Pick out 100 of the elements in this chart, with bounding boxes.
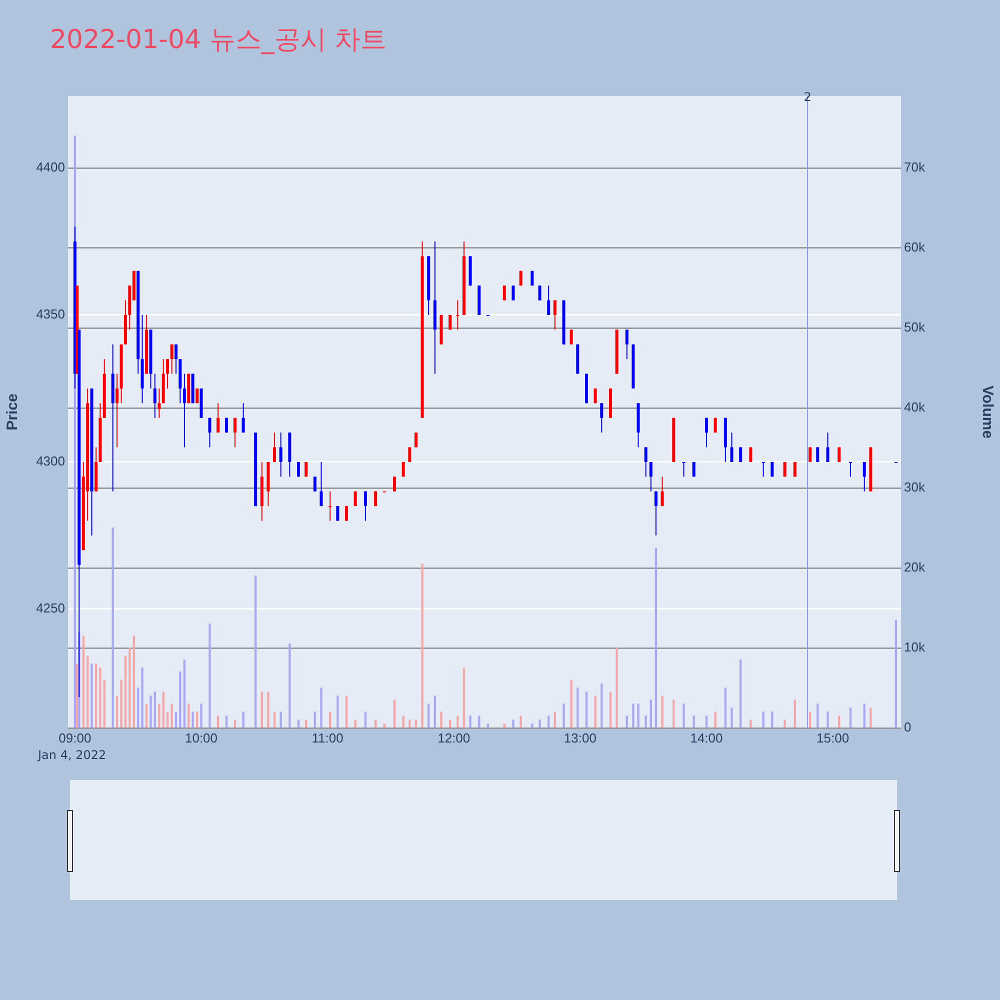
bar: [90, 664, 93, 728]
bar: [166, 712, 169, 728]
y-tick-label: 4350: [36, 306, 65, 322]
bar: [141, 668, 144, 728]
bar: [644, 716, 647, 728]
x-tick-label: 11:00: [312, 730, 344, 746]
bar: [297, 720, 300, 728]
bar: [750, 720, 752, 728]
bar: [826, 712, 829, 728]
bar: [200, 704, 202, 728]
bar: [208, 624, 211, 728]
y2-tick-label: 20k: [904, 560, 926, 575]
bar: [740, 660, 742, 728]
bar: [314, 712, 316, 728]
bar: [374, 720, 377, 728]
bar: [120, 680, 122, 728]
bar: [600, 684, 603, 728]
bar: [82, 636, 84, 728]
bar: [170, 704, 173, 728]
bar: [449, 720, 452, 728]
bar: [225, 716, 228, 728]
bar: [808, 712, 812, 728]
bar: [162, 692, 164, 728]
y-tick-label: 4250: [36, 600, 65, 616]
bar: [730, 708, 733, 728]
bar: [503, 724, 506, 728]
bar: [103, 680, 106, 728]
bar: [762, 712, 764, 728]
y-tick-label: 4400: [36, 160, 65, 175]
bar: [562, 704, 565, 728]
bar: [94, 664, 98, 728]
bar: [784, 720, 786, 728]
bar: [682, 704, 685, 728]
bar: [254, 576, 257, 728]
bar: [393, 700, 396, 728]
bar: [329, 712, 332, 728]
bar: [414, 720, 418, 728]
text: Jan 4, 2022: [37, 748, 106, 762]
y-axis-title: Price: [4, 394, 22, 430]
bar: [112, 528, 114, 728]
bar: [816, 704, 819, 728]
bar: [260, 692, 263, 728]
bar: [469, 716, 472, 728]
bar: [870, 708, 872, 728]
bar: [99, 668, 102, 728]
bar: [456, 716, 459, 728]
bar: [486, 724, 490, 728]
bar: [661, 696, 664, 728]
bar: [771, 712, 774, 728]
bar: [594, 696, 596, 728]
bar: [894, 620, 898, 728]
bar: [705, 716, 708, 728]
bar: [512, 720, 514, 728]
bar: [531, 724, 534, 728]
y2-tick-label: 40k: [904, 400, 926, 415]
bar: [609, 692, 612, 728]
bar: [174, 712, 178, 728]
bar: [849, 708, 852, 728]
y2-axis-title: Volume: [978, 385, 996, 439]
bar: [364, 712, 367, 728]
bar: [478, 716, 480, 728]
bar: [585, 692, 588, 728]
bar: [234, 720, 236, 728]
x-tick-label: 13:00: [564, 730, 596, 746]
bar: [267, 692, 270, 728]
bar: [354, 720, 356, 728]
bar: [576, 688, 579, 728]
bar: [462, 668, 466, 728]
bar: [794, 700, 796, 728]
y2-tick-label: 30k: [904, 480, 926, 495]
bar: [863, 704, 866, 728]
x-tick-label: 14:00: [690, 730, 723, 746]
bar: [154, 692, 156, 728]
x-tick-label: 15:00: [816, 730, 850, 746]
bar: [150, 696, 152, 728]
bar: [128, 648, 131, 728]
bar: [145, 704, 148, 728]
bar: [408, 720, 411, 728]
x-tick-label: 12:00: [438, 730, 470, 746]
bar: [554, 712, 556, 728]
bar: [273, 712, 276, 728]
bar: [672, 700, 675, 728]
bar: [402, 716, 404, 728]
bar: [626, 716, 628, 728]
y2-tick-label: 50k: [904, 320, 926, 335]
bar: [86, 656, 89, 728]
bar: [132, 636, 136, 728]
bar: [724, 688, 727, 728]
bar: [714, 712, 716, 728]
bar: [320, 688, 322, 728]
bar: [305, 720, 308, 728]
bar: [434, 696, 436, 728]
bar: [520, 716, 522, 728]
bar: [76, 664, 78, 728]
bar: [216, 716, 220, 728]
bar: [538, 720, 541, 728]
bar: [158, 704, 160, 728]
y2-tick-label: 10k: [904, 640, 926, 655]
bar: [616, 648, 618, 728]
x-tick-label: 09:00: [58, 730, 92, 746]
